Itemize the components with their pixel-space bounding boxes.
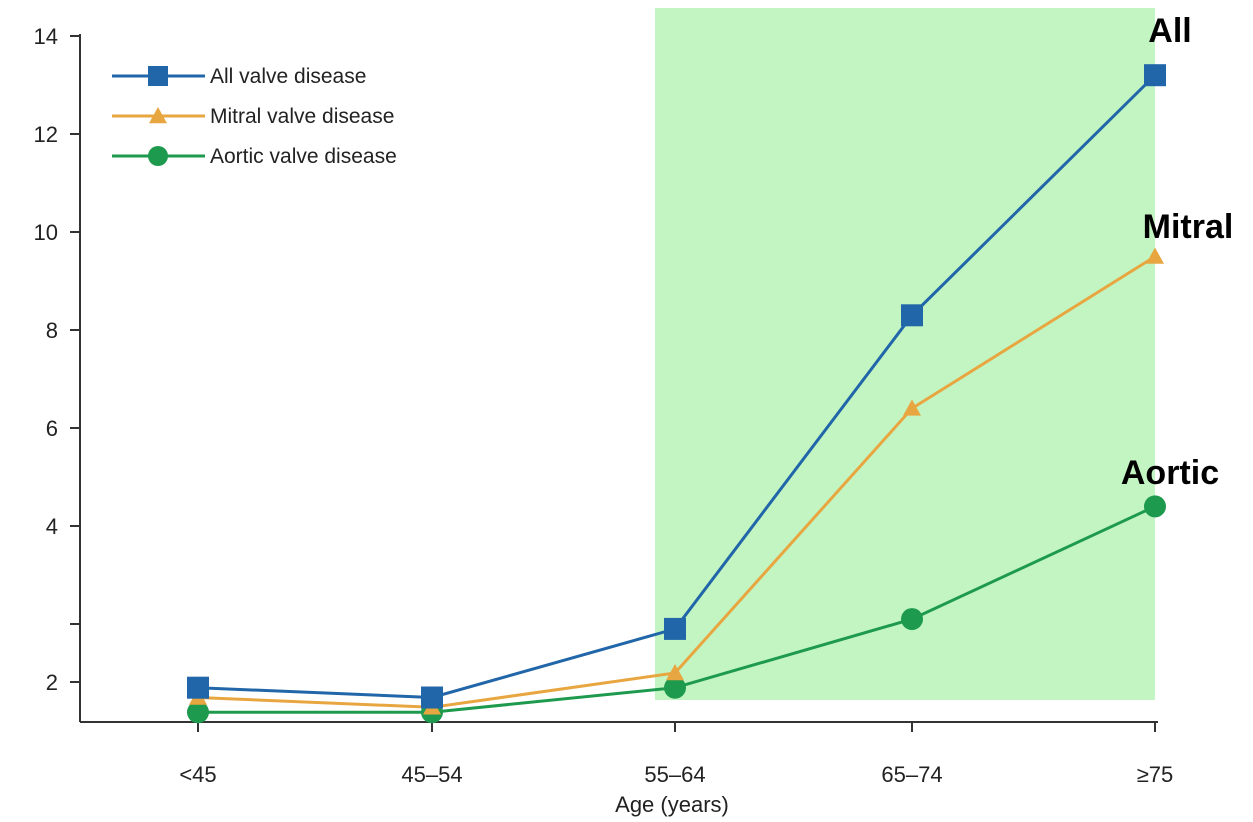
data-point — [1144, 64, 1166, 87]
data-point — [421, 686, 443, 709]
legend-label: All valve disease — [210, 65, 366, 88]
annotation-label: Aortic — [1121, 454, 1219, 492]
y-tick-label: 12 — [34, 122, 58, 147]
x-tick-label: ≥75 — [1137, 762, 1174, 787]
annotation-label: All — [1148, 12, 1191, 50]
legend-label: Mitral valve disease — [210, 105, 394, 128]
x-tick-label: 45–54 — [401, 762, 462, 787]
x-tick-label: 55–64 — [644, 762, 705, 787]
highlight-region — [655, 8, 1155, 700]
data-point — [901, 608, 923, 631]
legend-marker — [148, 66, 168, 86]
data-point — [187, 701, 209, 724]
data-point — [1146, 247, 1164, 264]
data-point — [901, 304, 923, 327]
legend-marker — [149, 107, 167, 124]
data-point — [187, 676, 209, 699]
x-tick-label: <45 — [179, 762, 216, 787]
x-axis-title: Age (years) — [615, 792, 729, 817]
legend-label: Aortic valve disease — [210, 145, 397, 168]
y-tick-label: 4 — [46, 514, 58, 539]
y-tick-label: 2 — [46, 670, 58, 695]
annotation-label: Mitral — [1143, 208, 1234, 246]
data-point — [664, 676, 686, 699]
data-point — [666, 664, 684, 681]
y-tick-label: 6 — [46, 416, 58, 441]
x-tick-label: 65–74 — [881, 762, 942, 787]
legend-marker — [148, 146, 168, 166]
data-point — [664, 617, 686, 640]
y-tick-label: 10 — [34, 220, 58, 245]
y-tick-label: 8 — [46, 318, 58, 343]
data-point — [1144, 495, 1166, 518]
data-point — [903, 399, 921, 416]
y-tick-label: 14 — [34, 24, 58, 49]
